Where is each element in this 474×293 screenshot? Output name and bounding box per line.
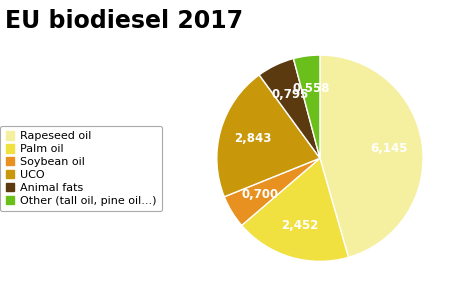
Text: 2,843: 2,843 <box>234 132 271 145</box>
Text: 2,452: 2,452 <box>281 219 319 232</box>
Text: EU biodiesel 2017: EU biodiesel 2017 <box>5 9 243 33</box>
Wedge shape <box>259 59 320 158</box>
Wedge shape <box>320 55 423 257</box>
Text: 6,145: 6,145 <box>371 142 408 155</box>
Text: 0,795: 0,795 <box>271 88 309 101</box>
Wedge shape <box>217 75 320 197</box>
Wedge shape <box>224 158 320 225</box>
Text: 0,700: 0,700 <box>241 188 279 201</box>
Legend: Rapeseed oil, Palm oil, Soybean oil, UCO, Animal fats, Other (tall oil, pine oil: Rapeseed oil, Palm oil, Soybean oil, UCO… <box>0 126 162 211</box>
Wedge shape <box>242 158 348 261</box>
Wedge shape <box>293 55 320 158</box>
Text: 0,558: 0,558 <box>292 82 329 95</box>
